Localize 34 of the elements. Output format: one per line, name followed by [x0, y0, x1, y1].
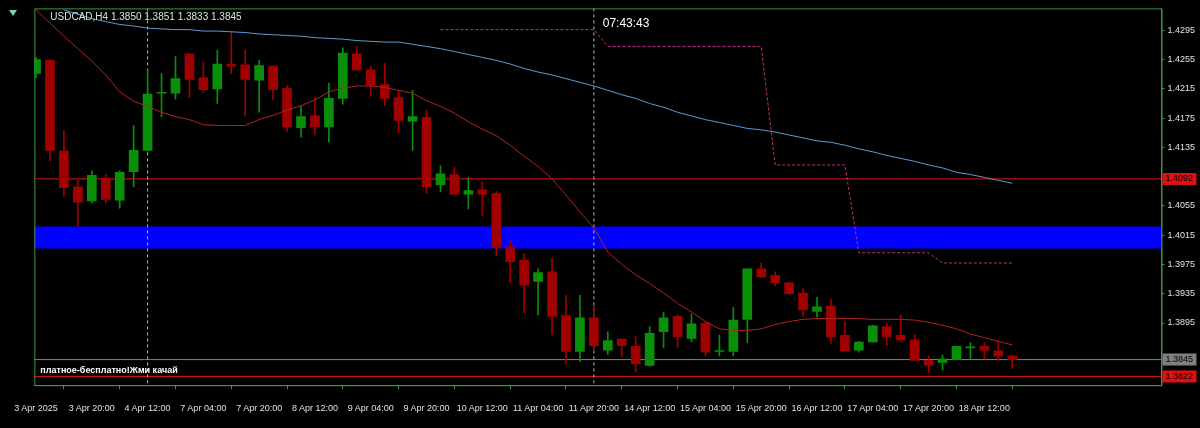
annotation: 07:43:43 [602, 15, 650, 30]
y-tick-label: 1.3975 [1167, 258, 1195, 269]
x-tick-label: 17 Apr 04:00 [847, 403, 899, 414]
ref-line-label: 1.3822 [1165, 370, 1193, 381]
x-tick-label: 10 Apr 12:00 [456, 403, 508, 414]
x-tick-label: 7 Apr 20:00 [236, 403, 283, 414]
x-tick-label: 11 Apr 04:00 [512, 403, 564, 414]
y-tick-label: 1.4215 [1167, 83, 1195, 94]
line-series [439, 29, 1013, 264]
y-tick-label: 1.4015 [1167, 229, 1195, 240]
x-tick-label: 15 Apr 04:00 [679, 403, 731, 414]
x-tick-label: 14 Apr 12:00 [624, 403, 676, 414]
ref-line-label: 1.4092 [1165, 173, 1193, 184]
y-tick-label: 1.4295 [1167, 24, 1195, 35]
x-tick-label: 4 Apr 12:00 [124, 403, 171, 414]
y-tick-label: 1.3935 [1167, 288, 1195, 299]
x-tick-label: 15 Apr 20:00 [735, 403, 787, 414]
x-tick-label: 3 Apr 2025 [14, 403, 58, 414]
x-tick-label: 11 Apr 20:00 [568, 403, 620, 414]
annotation: платное-бесплатно!Жми качай [40, 364, 178, 375]
x-tick-label: 9 Apr 04:00 [347, 403, 394, 414]
x-tick-label: 9 Apr 20:00 [403, 403, 450, 414]
y-tick-label: 1.4255 [1167, 54, 1195, 65]
y-tick-label: 1.4135 [1167, 141, 1195, 152]
y-tick-label: 1.3895 [1167, 317, 1195, 328]
ref-line-label: 1.3845 [1165, 354, 1193, 365]
x-tick-label: 3 Apr 20:00 [68, 403, 115, 414]
y-tick-label: 1.4175 [1167, 112, 1195, 123]
x-tick-label: 8 Apr 12:00 [291, 403, 338, 414]
y-tick-label: 1.4055 [1167, 200, 1195, 211]
x-tick-label: 16 Apr 12:00 [791, 403, 843, 414]
x-tick-label: 7 Apr 04:00 [180, 403, 227, 414]
x-tick-label: 18 Apr 12:00 [958, 403, 1010, 414]
x-tick-label: 17 Apr 20:00 [903, 403, 955, 414]
